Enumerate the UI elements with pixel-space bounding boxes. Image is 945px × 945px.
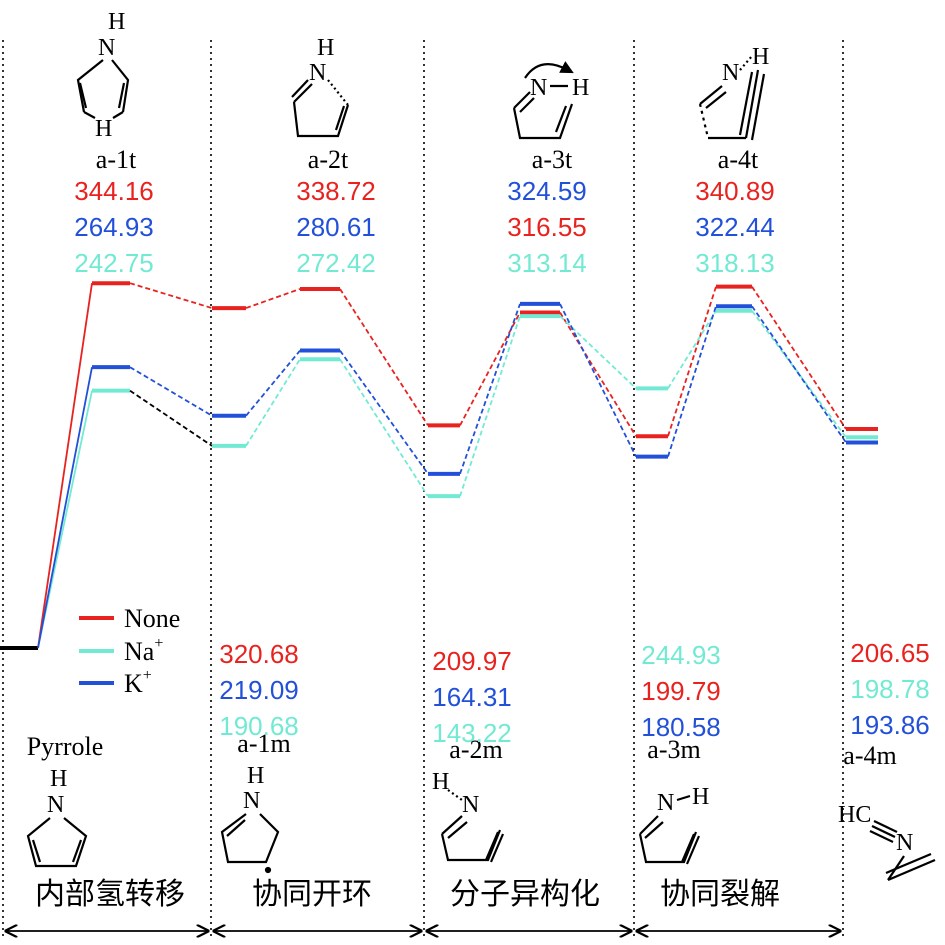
molecule-a-1m: H N: [220, 763, 280, 874]
connector-none-a-2m: [459, 312, 521, 426]
atom-n: N: [309, 60, 326, 86]
connector-k-a-1m: [245, 349, 301, 417]
atom-h: H: [692, 784, 709, 810]
value-none-a-2t: 338.72: [296, 176, 376, 206]
state-label-a-4t: a-4t: [718, 145, 759, 174]
radical-dot-icon: [264, 866, 272, 874]
atom-n: N: [722, 60, 739, 86]
connector-na-a-3m: [667, 310, 717, 389]
atom-h: H: [50, 766, 67, 792]
state-label-a-1t: a-1t: [96, 145, 137, 174]
curved-arrow-icon: [524, 61, 574, 79]
state-label-a-3t: a-3t: [532, 145, 573, 174]
value-na-a-2t: 272.42: [296, 248, 376, 278]
connector-k-a-4t: [751, 305, 847, 444]
stage-label-2: 协同开环: [252, 877, 372, 912]
value-k-a-3t: 324.59: [507, 176, 587, 206]
value-k-a-2m: 164.31: [432, 682, 512, 712]
value-k-a-1t: 264.93: [74, 212, 154, 242]
value-k-a-2t: 280.61: [296, 212, 376, 242]
value-k-a-1m: 219.09: [219, 675, 299, 705]
state-label-a-2m: a-2m: [449, 735, 502, 764]
value-none-a-1t: 344.16: [74, 176, 154, 206]
atom-h-bottom: H: [95, 116, 112, 142]
atom-hc: HC: [838, 802, 871, 828]
value-na-a-1t: 242.75: [74, 248, 154, 278]
connector-na-a-1t: [129, 389, 213, 447]
molecule-a-3m: N H: [638, 784, 709, 865]
connector-na-a-2m: [459, 315, 521, 497]
atom-n: N: [243, 788, 260, 814]
molecule-a-2m: H N: [432, 769, 505, 863]
value-labels: 344.16 264.93 242.75 320.68 219.09 190.68 338.…: [74, 176, 930, 748]
value-na-a-3m: 244.93: [641, 640, 721, 670]
atom-h: H: [247, 763, 264, 789]
value-na-a-2m: 143.22: [432, 718, 512, 748]
atom-n: N: [896, 830, 913, 856]
connector-k-a-2t: [339, 350, 429, 475]
molecule-a-2t: H N: [291, 35, 350, 138]
connector-none-a-1m: [245, 288, 301, 309]
value-na-a-4t: 318.13: [695, 248, 775, 278]
atom-h: H: [432, 769, 449, 795]
atom-n: N: [98, 35, 115, 61]
value-k-a-4m: 193.86: [850, 710, 930, 740]
state-label-a-2t: a-2t: [308, 145, 349, 174]
state-label-a-4m: a-4m: [843, 741, 896, 770]
connector-none-a-1t: [129, 282, 213, 309]
connector-k-a-2m: [459, 303, 521, 475]
value-none-a-3t: 316.55: [507, 212, 587, 242]
connector-none-a-3m: [667, 286, 717, 437]
value-k-a-3m: 180.58: [641, 712, 721, 742]
connector-k-a-3t: [559, 303, 637, 457]
connector-none-pyrrole: [37, 283, 93, 649]
stage-labels: 内部氢转移 协同开环 分子异构化 协同裂解: [35, 877, 780, 912]
atom-h: H: [317, 35, 334, 61]
state-labels: a-1t a-2t a-3t a-4t Pyrrole a-1m a-2m a-…: [27, 145, 897, 770]
connector-na-a-2t: [339, 358, 429, 497]
value-k-a-4t: 322.44: [695, 212, 775, 242]
legend: None Na+ K+: [79, 604, 180, 698]
state-label-a-1m: a-1m: [237, 729, 290, 758]
stage-label-3: 分子异构化: [450, 877, 600, 912]
connector-none-a-2t: [339, 288, 429, 426]
atom-h: H: [752, 44, 769, 70]
value-none-a-4m: 206.65: [850, 638, 930, 668]
connector-k-a-1t: [129, 366, 213, 417]
value-na-a-4m: 198.78: [850, 674, 930, 704]
connector-k-pyrrole: [37, 367, 93, 649]
value-na-a-3t: 313.14: [507, 248, 587, 278]
molecule-a-1t: H N H: [76, 9, 130, 142]
atom-n: N: [657, 790, 674, 816]
molecule-a-4m: HC N: [838, 802, 936, 882]
atom-n: N: [530, 75, 547, 101]
value-none-a-4t: 340.89: [695, 176, 775, 206]
atom-h: H: [572, 75, 589, 101]
stage-label-4: 协同裂解: [660, 877, 780, 912]
energy-profile: [0, 281, 878, 650]
value-none-a-2m: 209.97: [432, 646, 512, 676]
legend-label-na: Na+: [124, 635, 163, 666]
molecule-a-3t: N H: [512, 61, 589, 140]
atom-h-top: H: [108, 9, 125, 35]
value-none-a-3m: 199.79: [641, 676, 721, 706]
connector-none-a-3t: [559, 311, 637, 437]
value-none-a-1m: 320.68: [219, 639, 299, 669]
connector-none-a-4t: [751, 286, 847, 430]
legend-label-none: None: [124, 604, 180, 633]
state-label-pyrrole: Pyrrole: [27, 732, 104, 761]
stage-label-1: 内部氢转移: [35, 877, 185, 912]
connector-k-a-3m: [667, 305, 717, 457]
connector-na-a-1m: [245, 358, 301, 447]
atom-n: N: [462, 792, 479, 818]
molecule-pyrrole: H N: [26, 766, 88, 868]
connector-na-a-4t: [751, 310, 847, 438]
molecule-a-4t: N H: [698, 44, 769, 141]
atom-n: N: [47, 792, 64, 818]
state-label-a-3m: a-3m: [647, 735, 700, 764]
legend-label-k: K+: [124, 667, 152, 698]
value-na-a-1m: 190.68: [219, 711, 299, 741]
